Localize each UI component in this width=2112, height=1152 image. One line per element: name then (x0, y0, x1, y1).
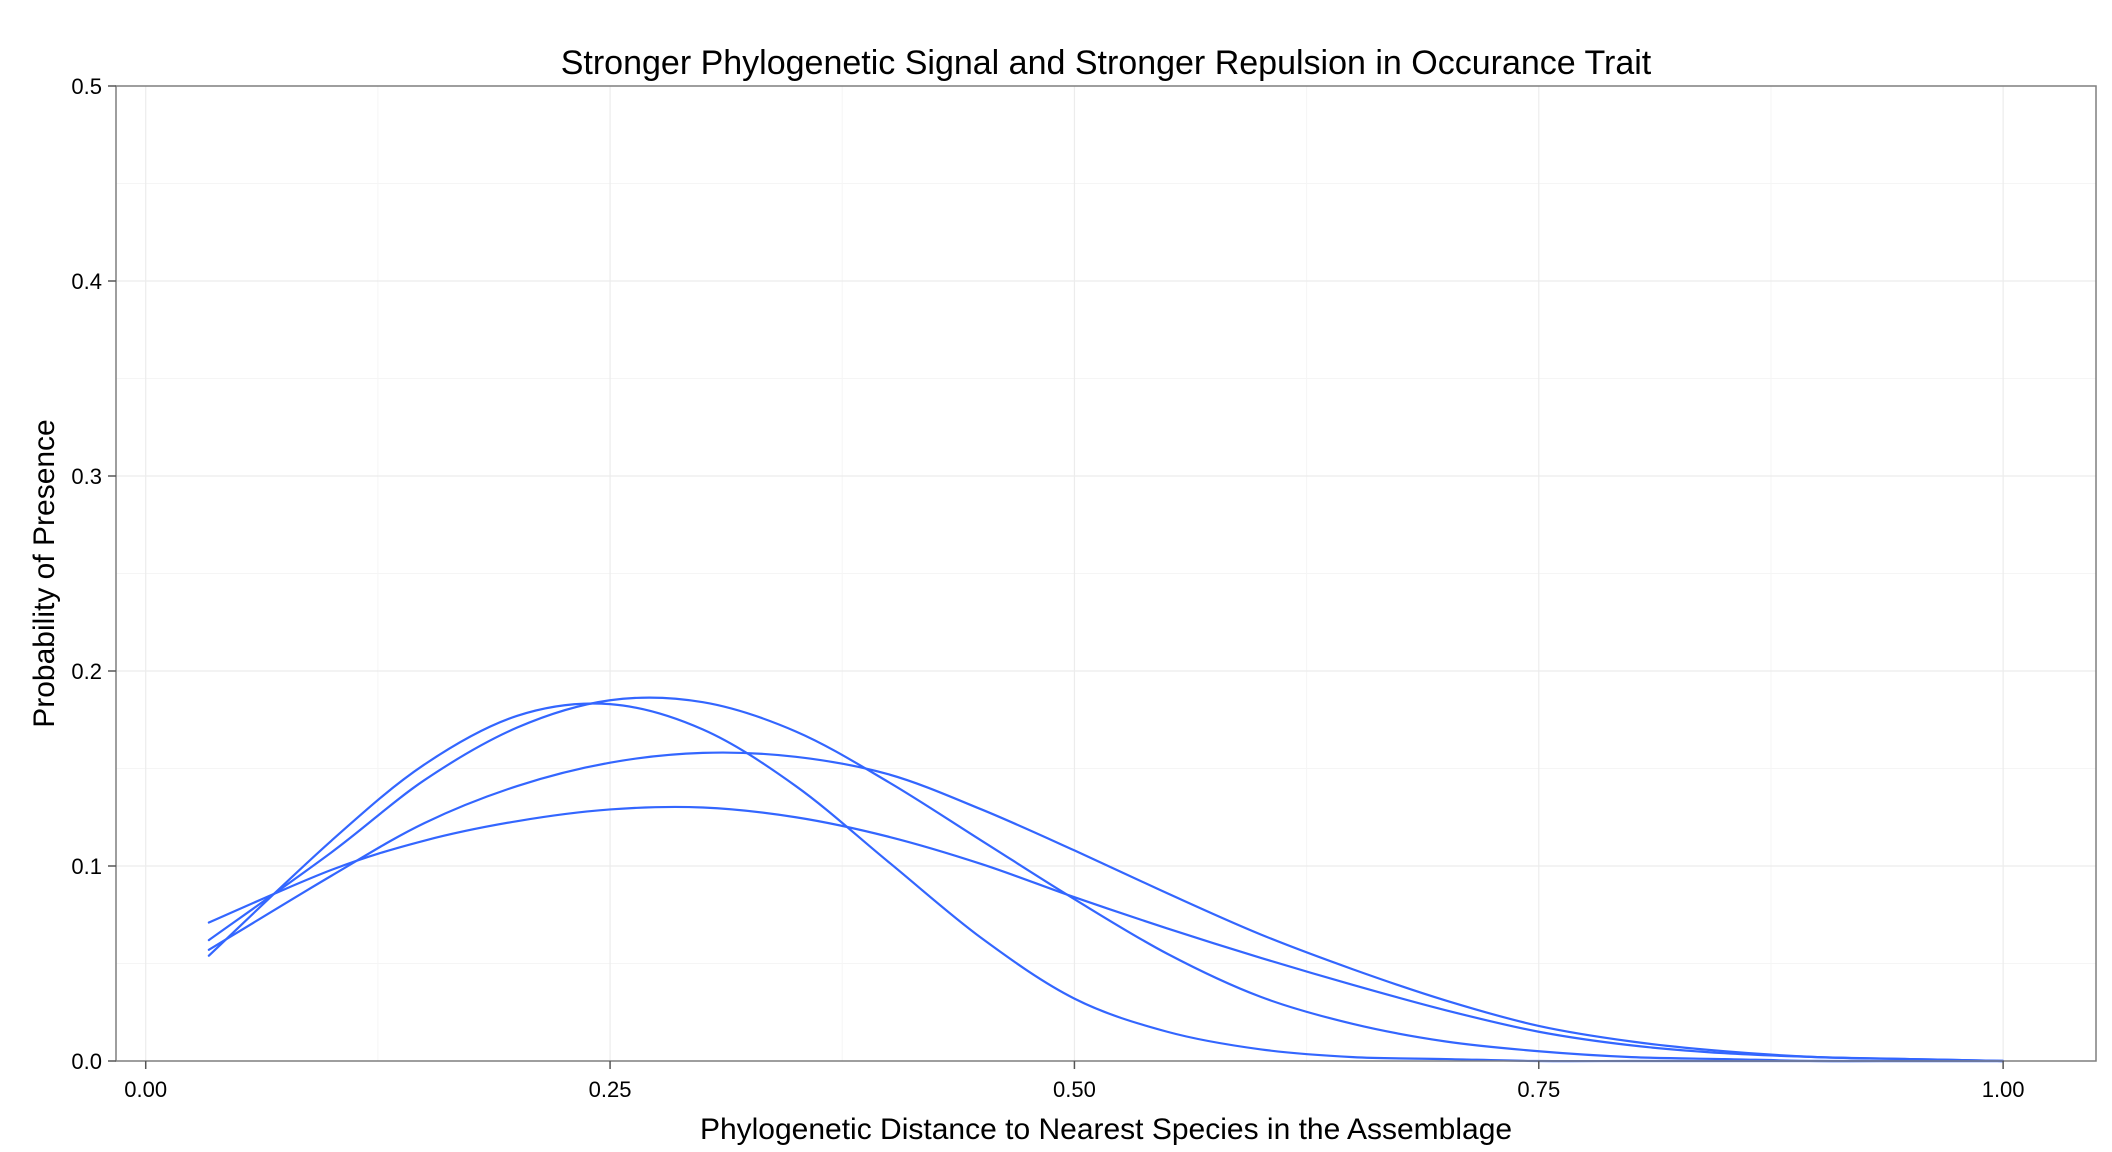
chart-title: Stronger Phylogenetic Signal and Stronge… (561, 44, 1652, 82)
x-axis-title: Phylogenetic Distance to Nearest Species… (700, 1113, 1512, 1146)
y-tick-label: 0.5 (71, 74, 102, 99)
x-tick-label: 0.00 (124, 1077, 167, 1102)
x-tick-label: 0.25 (589, 1077, 632, 1102)
series-line-3 (207, 751, 2005, 1063)
series-line-4 (207, 805, 2005, 1063)
y-tick-label: 0.0 (71, 1049, 102, 1074)
x-tick-label: 1.00 (1982, 1077, 2025, 1102)
grid-lines (116, 85, 2096, 1062)
x-tick-label: 0.50 (1053, 1077, 1096, 1102)
series-curves (207, 696, 2005, 1063)
y-tick-label: 0.1 (71, 854, 102, 879)
y-tick-label: 0.4 (71, 269, 102, 294)
plot-panel-border (115, 85, 2097, 1062)
y-axis-title: Probability of Presence (28, 419, 61, 728)
x-tick-label: 0.75 (1517, 1077, 1560, 1102)
y-tick-label: 0.3 (71, 464, 102, 489)
axes: 0.00 0.25 0.50 0.75 1.00 0.0 0.1 0.2 0.3 0.4 0.5 (71, 74, 2024, 1102)
y-tick-label: 0.2 (71, 659, 102, 684)
series-line-2 (207, 696, 2005, 1063)
